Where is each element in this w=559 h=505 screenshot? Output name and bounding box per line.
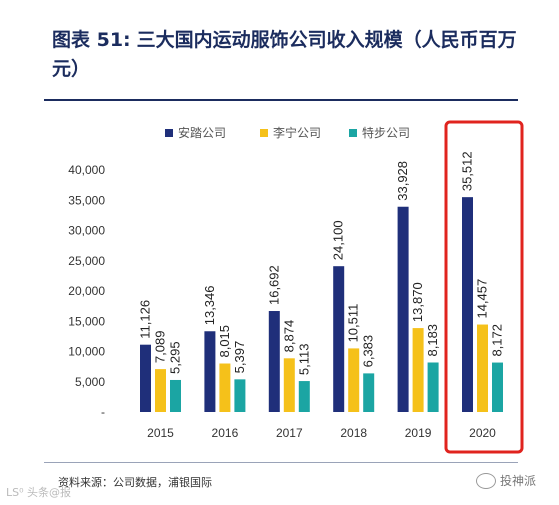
y-tick-label: 20,000 [68, 284, 105, 298]
highlight [444, 120, 524, 454]
bar [204, 331, 216, 412]
y-tick-label: 15,000 [68, 314, 105, 328]
bar [170, 379, 181, 412]
wechat-icon [476, 472, 496, 489]
data-label: 13,870 [410, 282, 425, 322]
data-label: 6,383 [361, 335, 376, 368]
data-label: 16,692 [266, 265, 281, 305]
legend-swatch [349, 129, 357, 137]
data-label: 33,928 [395, 161, 410, 201]
data-label: 13,346 [202, 285, 217, 325]
bar [298, 381, 310, 412]
bar [427, 362, 439, 412]
data-label: 5,113 [296, 343, 311, 375]
data-label: 14,457 [475, 279, 490, 319]
chart-title: 图表 51: 三大国内运动服饰公司收入规模（人民币百万元） [52, 26, 542, 84]
y-tick-label: 35,000 [68, 193, 105, 207]
bar [462, 197, 473, 412]
bottom-divider [44, 462, 518, 463]
x-axis: 2015 2016 2017 2018 2019 2020 [147, 426, 496, 440]
legend-swatch [260, 129, 268, 137]
watermark-left: LS⁰ 头条@报 [6, 486, 72, 499]
y-tick-label: 25,000 [68, 254, 105, 268]
data-label: 35,512 [460, 151, 475, 191]
data-label: 7,089 [153, 331, 168, 364]
bar [397, 206, 409, 412]
legend-swatch [165, 129, 173, 137]
watermark-right-text: 投神派 [500, 474, 537, 488]
x-tick-label: 2019 [405, 426, 432, 440]
bar [140, 344, 151, 412]
bar [219, 363, 231, 412]
bar [268, 311, 280, 412]
data-label: 5,295 [168, 341, 183, 374]
bar [412, 328, 424, 412]
bar [333, 266, 345, 412]
y-tick-label: 10,000 [68, 345, 105, 359]
data-label: 8,172 [490, 324, 505, 357]
bar [363, 373, 375, 412]
figure-number: 图表 51: [52, 29, 131, 51]
x-tick-label: 2018 [340, 426, 367, 440]
watermark-right: 投神派 [476, 472, 536, 489]
bar [155, 369, 166, 412]
x-tick-label: 2016 [212, 426, 239, 440]
legend: 安踏公司 李宁公司 特步公司 [165, 125, 410, 140]
bar [283, 358, 295, 412]
legend-entry: 特步公司 [362, 125, 410, 140]
data-label: 24,100 [331, 220, 346, 260]
data-label: 8,015 [217, 325, 232, 358]
bar [348, 348, 360, 412]
legend-entry: 李宁公司 [273, 125, 321, 140]
y-tick-label: - [101, 405, 105, 419]
legend-entry: 安踏公司 [178, 125, 226, 140]
data-label: 8,874 [281, 320, 296, 353]
highlight-box [444, 120, 524, 454]
bar [477, 324, 488, 412]
y-axis: - 5,000 10,000 15,000 20,000 25,000 30,000 35,0… [68, 163, 105, 419]
figure-title: 三大国内运动服饰公司收入规模（人民币百万元） [52, 29, 517, 80]
x-tick-label: 2015 [147, 426, 174, 440]
y-tick-label: 5,000 [75, 375, 105, 389]
data-label: 5,397 [232, 341, 247, 374]
bar [234, 379, 246, 412]
top-divider [44, 99, 518, 101]
y-tick-label: 40,000 [68, 163, 105, 177]
data-label: 8,183 [425, 324, 440, 357]
y-tick-label: 30,000 [68, 224, 105, 238]
data-label: 11,126 [138, 300, 153, 339]
data-label: 10,511 [346, 304, 361, 343]
source-note: 资料来源：公司数据，浦银国际 [58, 476, 212, 489]
x-tick-label: 2020 [469, 426, 496, 440]
x-tick-label: 2017 [276, 426, 303, 440]
bar [492, 362, 503, 412]
